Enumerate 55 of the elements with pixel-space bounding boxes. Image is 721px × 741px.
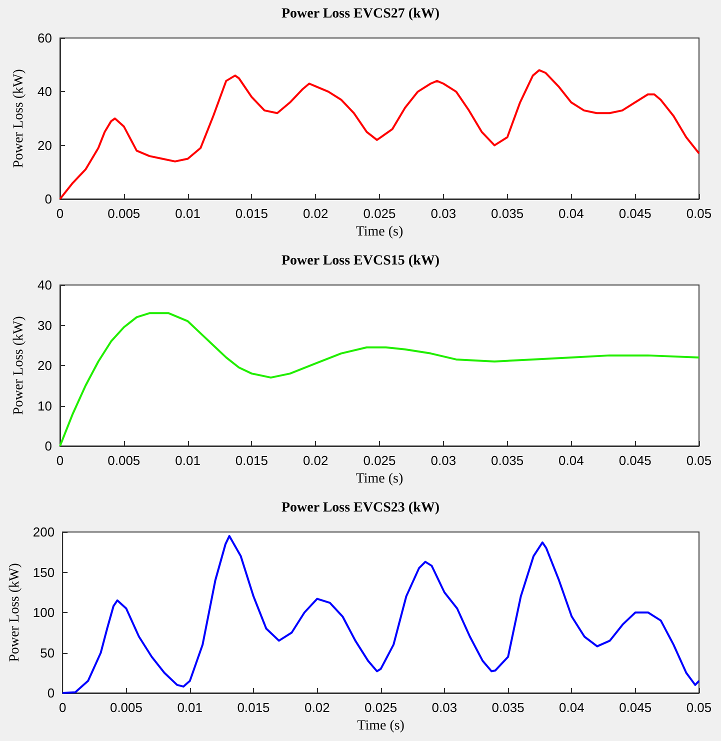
x-tick-label: 0.03 (430, 206, 456, 221)
x-tick-label: 0.05 (686, 700, 712, 715)
y-tick-label: 40 (38, 278, 52, 292)
y-tick-label: 20 (38, 138, 52, 153)
x-tick-label: 0 (58, 700, 66, 715)
x-tick-label: 0.01 (175, 453, 200, 468)
x-tick-label: 0.04 (558, 453, 584, 468)
x-tick-label: 0.015 (235, 206, 268, 221)
y-axis-title: Power Loss (kW) (12, 316, 26, 415)
x-tick-label: 0.01 (175, 206, 200, 221)
x-tick-label: 0.01 (177, 700, 203, 715)
x-tick-label: 0.015 (235, 453, 268, 468)
x-tick-label: 0.05 (686, 206, 712, 221)
x-tick-label: 0.045 (619, 700, 652, 715)
x-tick-label: 0.035 (491, 453, 524, 468)
x-tick-label: 0.02 (304, 700, 330, 715)
y-tick-label: 30 (38, 318, 52, 333)
x-tick-label: 0.03 (430, 453, 456, 468)
x-tick-label: 0.05 (686, 453, 712, 468)
x-tick-label: 0.005 (110, 700, 143, 715)
y-tick-label: 50 (40, 645, 55, 660)
chart-title: Power Loss EVCS15 (kW) (281, 254, 440, 268)
x-tick-label: 0.045 (618, 206, 652, 221)
x-axis-title: Time (s) (356, 472, 404, 486)
y-tick-label: 0 (47, 686, 55, 700)
y-tick-label: 0 (44, 192, 52, 206)
x-tick-label: 0.04 (559, 700, 584, 715)
x-tick-label: 0.025 (364, 700, 398, 715)
y-axis-title: Power Loss (kW) (12, 68, 26, 168)
x-axis-title: Time (s) (356, 224, 404, 240)
x-tick-label: 0.04 (558, 206, 584, 221)
x-tick-label: 0.02 (302, 453, 328, 468)
x-tick-label: 0.03 (432, 700, 458, 715)
y-tick-label: 20 (38, 358, 52, 373)
x-axis-title: Time (s) (357, 718, 405, 734)
x-tick-label: 0.045 (618, 453, 652, 468)
y-tick-label: 150 (32, 564, 55, 580)
x-tick-label: 0.015 (237, 700, 270, 715)
x-tick-label: 0.025 (363, 453, 396, 468)
chart-title: Power Loss EVCS27 (kW) (281, 6, 440, 22)
x-tick-label: 0.025 (363, 206, 396, 221)
y-axis-title: Power Loss (kW) (8, 562, 22, 662)
line-series (62, 535, 700, 694)
y-tick-label: 10 (38, 398, 52, 414)
y-tick-label: 200 (32, 524, 55, 540)
y-tick-label: 0 (44, 438, 52, 454)
x-tick-label: 0.005 (108, 453, 140, 468)
x-tick-label: 0.02 (302, 206, 328, 221)
y-tick-label: 100 (32, 605, 55, 620)
x-tick-label: 0.005 (108, 206, 140, 221)
y-tick-label: 60 (38, 30, 52, 46)
y-tick-label: 40 (38, 84, 52, 100)
x-tick-label: 0.035 (492, 700, 524, 715)
chart-title: Power Loss EVCS23 (kW) (281, 500, 440, 516)
x-tick-label: 0.035 (491, 206, 524, 221)
